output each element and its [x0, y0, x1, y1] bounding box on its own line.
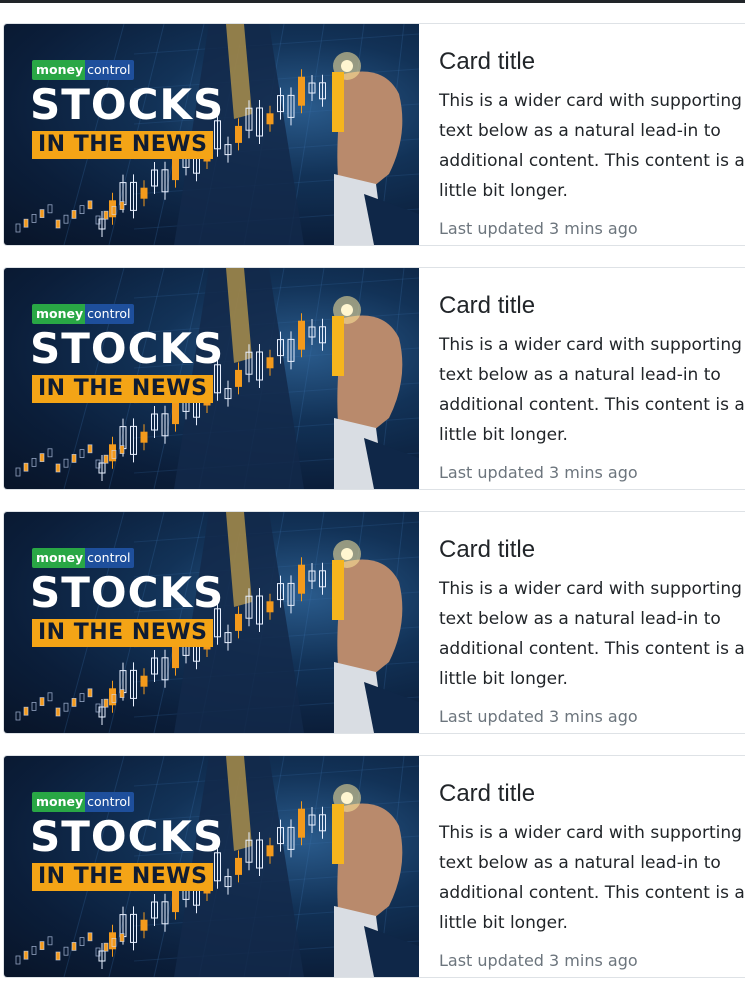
card-text: This is a wider card with supporting tex…	[439, 335, 745, 445]
image-subheadline: IN THE NEWS	[32, 131, 214, 159]
card-list: money control STOCKS IN THE NEWS Card tit…	[3, 23, 745, 999]
card-updated: Last updated 3 mins ago	[439, 707, 638, 726]
card-image: money control STOCKS IN THE NEWS	[4, 268, 419, 489]
card-body: Card title This is a wider card with sup…	[419, 512, 745, 733]
image-headline: STOCKS	[30, 568, 225, 617]
card-title: Card title	[439, 48, 536, 75]
card-image: money control STOCKS IN THE NEWS	[4, 756, 419, 977]
image-subheadline: IN THE NEWS	[32, 863, 214, 891]
moneycontrol-logo: money control	[32, 548, 135, 568]
card-text: This is a wider card with supporting tex…	[439, 91, 745, 201]
top-border	[0, 0, 745, 3]
card-updated: Last updated 3 mins ago	[439, 463, 638, 482]
card[interactable]: money control STOCKS IN THE NEWS Card tit…	[3, 267, 745, 490]
stock-chart-graphic	[15, 512, 419, 733]
card-title: Card title	[439, 536, 536, 563]
card-body: Card title This is a wider card with sup…	[419, 24, 745, 245]
image-headline: STOCKS	[30, 812, 225, 861]
card-body: Card title This is a wider card with sup…	[419, 756, 745, 977]
moneycontrol-logo: money control	[32, 792, 135, 812]
card-updated: Last updated 3 mins ago	[439, 219, 638, 238]
image-subheadline: IN THE NEWS	[32, 619, 214, 647]
card-text: This is a wider card with supporting tex…	[439, 823, 745, 933]
card-image: money control STOCKS IN THE NEWS	[4, 24, 419, 245]
image-headline: STOCKS	[30, 324, 225, 373]
card-updated: Last updated 3 mins ago	[439, 951, 638, 970]
image-subheadline: IN THE NEWS	[32, 375, 214, 403]
card-image: money control STOCKS IN THE NEWS	[4, 512, 419, 733]
moneycontrol-logo: money control	[32, 60, 135, 80]
card-body: Card title This is a wider card with sup…	[419, 268, 745, 489]
moneycontrol-logo: money control	[32, 304, 135, 324]
card[interactable]: money control STOCKS IN THE NEWS Card tit…	[3, 511, 745, 734]
image-headline: STOCKS	[30, 80, 225, 129]
card-text: This is a wider card with supporting tex…	[439, 579, 745, 689]
card[interactable]: money control STOCKS IN THE NEWS Card tit…	[3, 23, 745, 246]
card-title: Card title	[439, 292, 536, 319]
card[interactable]: money control STOCKS IN THE NEWS Card tit…	[3, 755, 745, 978]
card-title: Card title	[439, 780, 536, 807]
stock-chart-graphic	[15, 268, 419, 489]
